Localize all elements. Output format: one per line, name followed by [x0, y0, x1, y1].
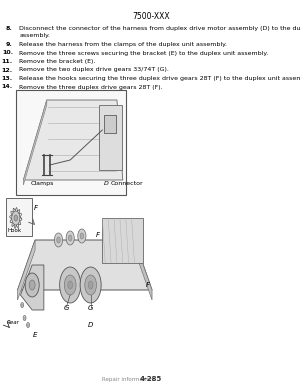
Text: 14.: 14. — [2, 85, 13, 90]
Text: 9.: 9. — [6, 42, 13, 47]
Text: 8.: 8. — [6, 26, 13, 31]
Circle shape — [64, 275, 76, 295]
Text: Remove the three screws securing the bracket (E) to the duplex unit assembly.: Remove the three screws securing the bra… — [19, 50, 268, 55]
Text: Rear: Rear — [7, 319, 20, 324]
Circle shape — [68, 235, 72, 241]
Text: Hook: Hook — [8, 228, 22, 233]
Circle shape — [85, 275, 97, 295]
Circle shape — [80, 267, 101, 303]
Text: D: D — [103, 181, 108, 186]
Circle shape — [29, 280, 35, 290]
Circle shape — [21, 303, 24, 308]
Polygon shape — [23, 100, 123, 180]
Text: Disconnect the connector of the harness from duplex drive motor assembly (D) to : Disconnect the connector of the harness … — [19, 26, 300, 31]
Polygon shape — [23, 100, 47, 185]
Text: Remove the bracket (E).: Remove the bracket (E). — [19, 59, 96, 64]
Text: 4-285: 4-285 — [139, 376, 161, 382]
Circle shape — [80, 233, 84, 239]
Text: Clamps: Clamps — [30, 181, 54, 186]
Polygon shape — [17, 240, 35, 300]
Polygon shape — [134, 240, 152, 300]
Text: Repair information: Repair information — [102, 377, 154, 382]
Text: Remove the three duplex drive gears 28T (F).: Remove the three duplex drive gears 28T … — [19, 85, 163, 90]
Circle shape — [57, 237, 60, 243]
Circle shape — [54, 233, 63, 247]
Circle shape — [78, 229, 86, 243]
Circle shape — [12, 211, 20, 225]
Text: Release the harness from the clamps of the duplex unit assembly.: Release the harness from the clamps of t… — [19, 42, 227, 47]
Bar — [99, 105, 122, 170]
Circle shape — [14, 215, 17, 221]
Text: Remove the two duplex drive gears 33/74T (G).: Remove the two duplex drive gears 33/74T… — [19, 68, 169, 73]
Text: F: F — [96, 232, 100, 238]
Text: 13.: 13. — [2, 76, 13, 81]
Text: D: D — [88, 322, 93, 328]
Text: 11.: 11. — [2, 59, 13, 64]
Circle shape — [23, 315, 26, 320]
Text: 10.: 10. — [2, 50, 13, 55]
Circle shape — [60, 267, 81, 303]
Bar — [16, 90, 126, 195]
Text: G: G — [63, 305, 69, 311]
Text: 12.: 12. — [2, 68, 13, 73]
Circle shape — [25, 273, 39, 297]
Bar — [104, 115, 116, 133]
Text: Release the hooks securing the three duplex drive gears 28T (F) to the duplex un: Release the hooks securing the three dup… — [19, 76, 300, 81]
Text: 7500-XXX: 7500-XXX — [132, 12, 170, 21]
Circle shape — [68, 281, 73, 289]
Text: F: F — [34, 205, 38, 211]
Circle shape — [66, 231, 74, 245]
Circle shape — [27, 322, 29, 327]
Bar — [102, 218, 143, 263]
Circle shape — [88, 281, 93, 289]
Polygon shape — [17, 240, 152, 290]
Text: F: F — [146, 282, 149, 288]
Polygon shape — [20, 265, 44, 310]
Text: G: G — [88, 305, 93, 311]
Text: Connector: Connector — [111, 181, 144, 186]
Text: E: E — [33, 332, 37, 338]
Bar — [6, 198, 32, 236]
Text: assembly.: assembly. — [19, 33, 50, 38]
